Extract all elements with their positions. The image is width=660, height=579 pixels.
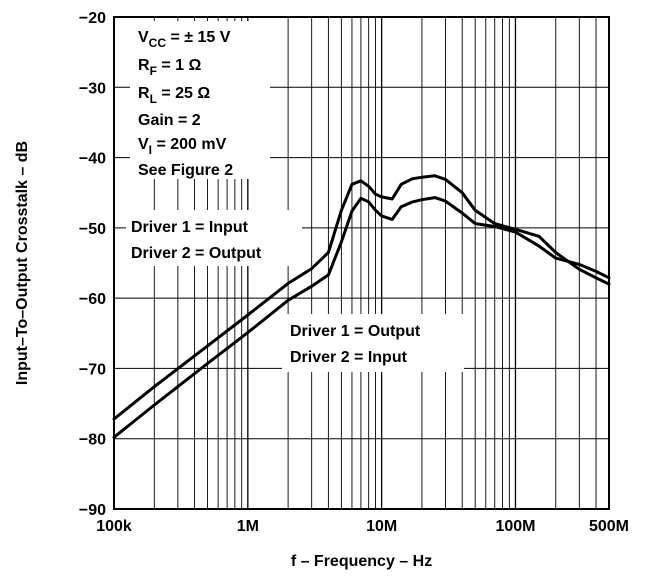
y-axis-label: Input–To–Output Crosstalk – dB [14, 141, 31, 385]
y-tick-label: −80 [79, 432, 106, 449]
y-tick-label: −50 [79, 221, 106, 238]
y-tick-label: −60 [79, 291, 106, 308]
plot-frame [113, 16, 610, 510]
y-tick-label: −90 [79, 502, 106, 519]
series-group [112, 174, 611, 439]
condition-line: VI = 200 mV [138, 136, 227, 157]
x-tick-label: 10M [366, 518, 397, 535]
upper-series-label: Driver 1 = Input Driver 2 = Output [126, 210, 302, 266]
x-axis-label: f – Frequency – Hz [291, 553, 432, 570]
y-tick-label: −20 [79, 10, 106, 27]
condition-line: See Figure 2 [138, 162, 233, 179]
conditions-legend: VCC = ± 15 V RF = 1 Ω RL = 25 Ω Gain = 2 VI … [130, 21, 270, 179]
condition-line: Gain = 2 [138, 112, 201, 129]
series-line-1 [112, 174, 611, 421]
y-tick-label: −30 [79, 80, 106, 97]
x-tick-label: 500M [589, 518, 629, 535]
upper-label-line-1: Driver 1 = Input [131, 219, 249, 236]
lower-series-label: Driver 1 = Output Driver 2 = Input [282, 314, 464, 372]
conditions-background [130, 21, 270, 179]
x-tick-label: 100M [495, 518, 535, 535]
condition-line: RL = 25 Ω [138, 85, 210, 106]
series-line-2 [112, 196, 611, 439]
lower-label-line-2: Driver 2 = Input [290, 349, 408, 366]
condition-line: RF = 1 Ω [138, 57, 201, 78]
x-tick-label: 1M [237, 518, 259, 535]
upper-label-line-2: Driver 2 = Output [131, 245, 262, 262]
lower-label-line-1: Driver 1 = Output [290, 323, 421, 340]
y-tick-label: −40 [79, 151, 106, 168]
x-tick-label: 100k [96, 518, 132, 535]
condition-line: VCC = ± 15 V [138, 29, 231, 50]
y-tick-label: −70 [79, 361, 106, 378]
